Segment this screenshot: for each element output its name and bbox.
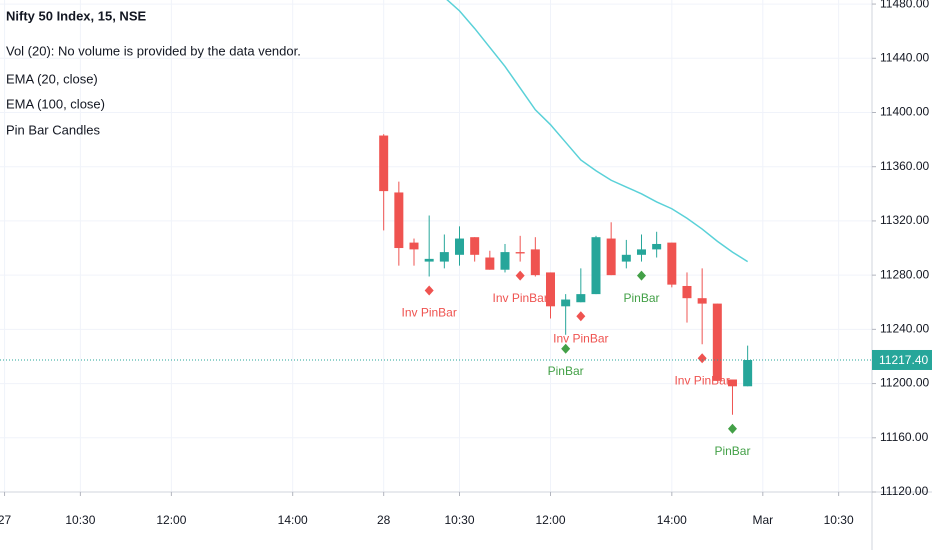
last-price-box [872,349,932,370]
axes: 11120.00 11160.00 11200.00 11240.00 11280.00… [0,0,932,527]
y-tick-label: 11160.00 [880,430,929,444]
x-tick-label: 12:00 [535,513,565,527]
x-tick-label: 10:30 [824,513,854,527]
pinbar-marker [424,285,434,296]
candle-body [470,237,480,255]
candle-body [515,252,525,254]
x-tick-label: 14:00 [657,513,687,527]
pinbar-marker [561,343,571,354]
candle-body [727,379,737,387]
candle-body [576,294,586,303]
candle-body [636,249,646,255]
x-tick-label: 10:30 [444,513,474,527]
y-tick-label: 11400.00 [880,105,929,119]
pinbar-marker [576,311,586,322]
x-tick-label: 12:00 [156,513,186,527]
pinbar-label: PinBar [623,291,659,305]
pinbar-label: PinBar [548,364,584,378]
candle-body [621,254,631,262]
candle-body [485,257,495,270]
y-tick-label: 11120.00 [880,484,929,498]
candle-body [545,272,555,307]
candle-body [379,135,389,192]
candle-body [455,238,465,255]
y-tick-label: 11440.00 [880,50,929,64]
pinbar-marker [727,423,737,434]
candle-body [439,252,449,262]
candle-body [682,285,692,299]
pinbar-label: Inv PinBar [553,331,608,345]
y-tick-label: 11240.00 [880,322,929,336]
legend-entry: EMA (20, close) [6,71,98,86]
x-tick-label: 14:00 [278,513,308,527]
legend-entry: EMA (100, close) [6,96,105,111]
y-tick-label: 11280.00 [880,267,929,281]
x-tick-label: 27 [0,513,12,527]
candle-body [743,359,753,387]
candle-body [697,298,707,304]
y-tick-label: 11200.00 [880,376,929,390]
candle-body [667,242,677,285]
grid [0,0,872,493]
candle-body [409,242,419,250]
candle-body [530,249,540,276]
legend-entry: Pin Bar Candles [6,122,100,137]
ema-line [446,0,749,263]
chart-title: Nifty 50 Index, 15, NSE [6,8,146,23]
candle-body [652,243,662,250]
candle-body [500,252,510,270]
x-tick-label: Mar [752,513,773,527]
legend-entry: Vol (20): No volume is provided by the d… [6,43,301,58]
last-price-label: 11217.40 [879,353,928,367]
plot: Inv PinBar Inv PinBar PinBar Inv PinBar PinB… [0,0,872,458]
candle-body [561,299,571,307]
y-tick-label: 11480.00 [880,0,929,10]
pinbar-label: Inv PinBar [401,306,456,320]
pinbar-label: Inv PinBar [492,291,547,305]
candle-body [424,258,434,262]
pinbar-marker [636,270,646,281]
candle-body [606,238,616,276]
candle-body [712,303,722,381]
x-tick-label: 10:30 [65,513,95,527]
y-tick-label: 11360.00 [880,159,929,173]
candle-body [394,192,404,249]
y-tick-label: 11320.00 [880,213,929,227]
pinbar-marker [697,353,707,364]
candle-body [591,237,601,295]
pinbar-label: PinBar [714,444,750,458]
pinbar-label: Inv PinBar [674,373,729,387]
pinbar-marker [515,270,525,281]
x-tick-label: 28 [377,513,391,527]
